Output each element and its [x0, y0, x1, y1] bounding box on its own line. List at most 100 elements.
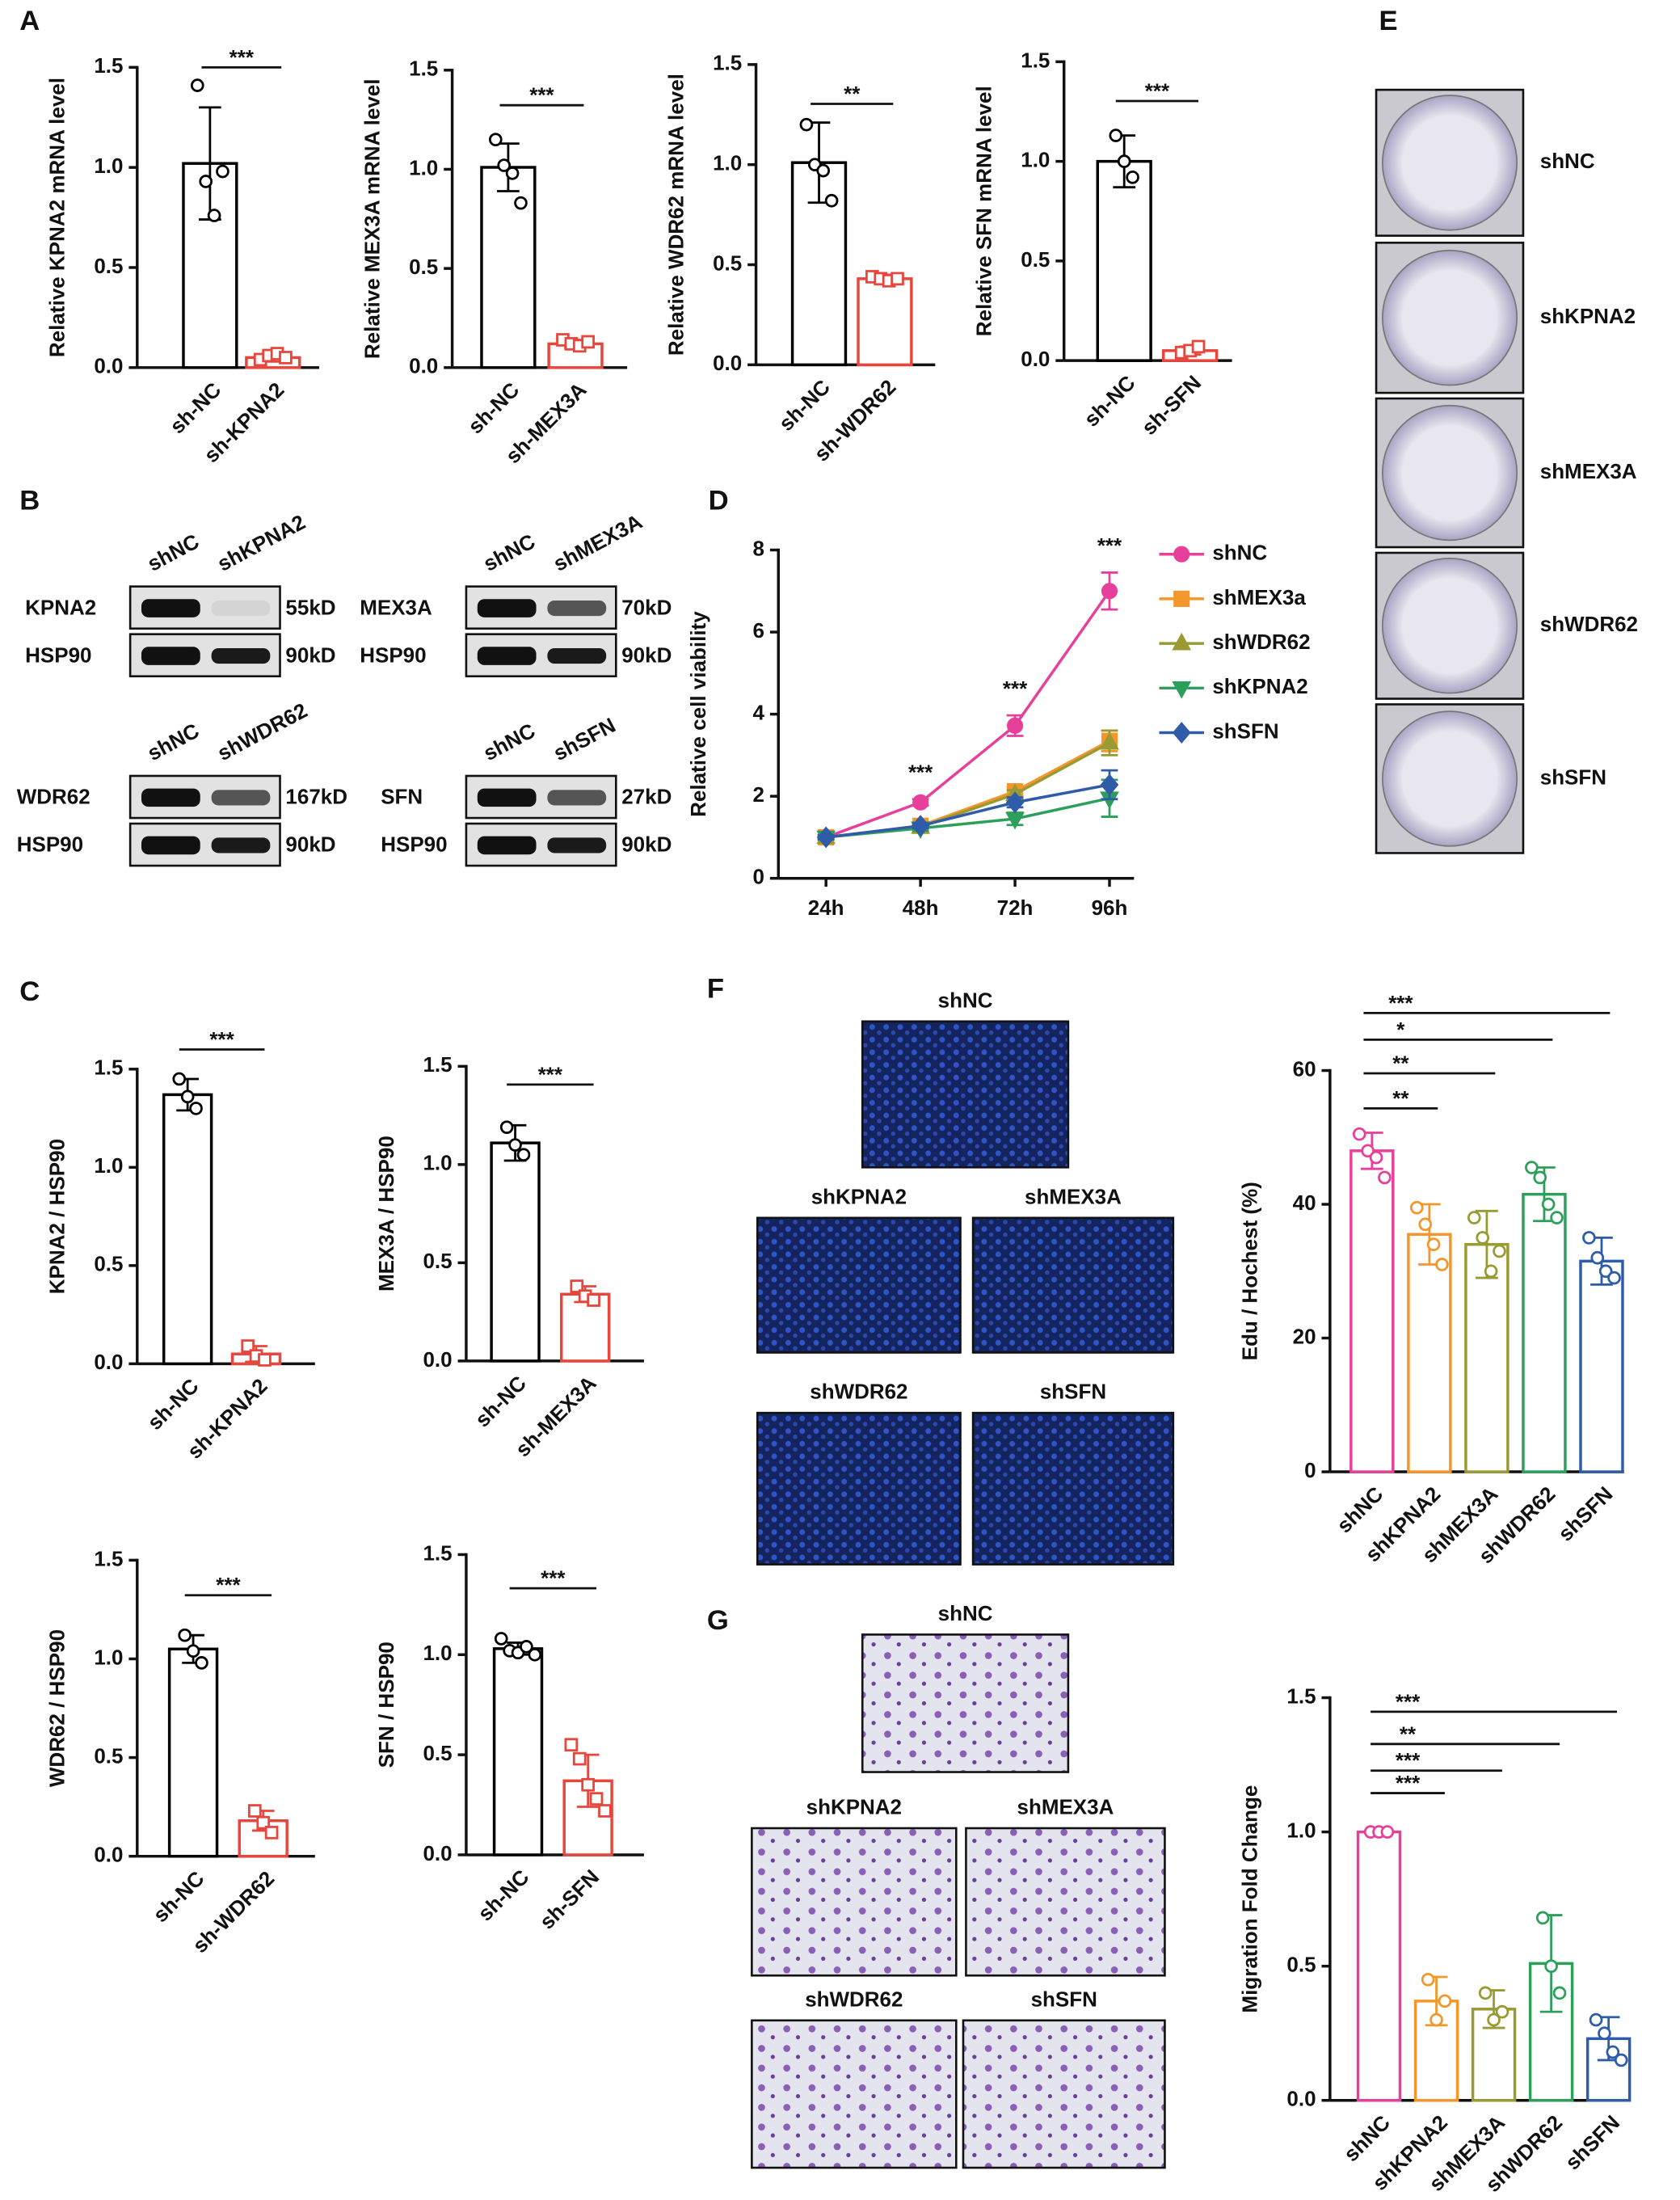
panel-label: G [707, 1605, 729, 1636]
y-tick-label: 0.5 [713, 251, 742, 275]
y-axis-label: Relative SFN mRNA level [972, 86, 996, 336]
data-point [1487, 2012, 1501, 2027]
blot-row-label: MEX3A [360, 595, 432, 619]
colony-label: shMEX3A [1540, 459, 1637, 483]
blot-row-label: HSP90 [25, 643, 91, 667]
x-tick-label: 72h [997, 896, 1034, 920]
data-point [1533, 1170, 1547, 1185]
y-tick-label: 1.5 [1021, 48, 1050, 72]
significance-label: * [1396, 1018, 1405, 1042]
data-point [1421, 1972, 1435, 1987]
blot-size-label: 90kD [285, 832, 335, 857]
y-tick-label: 0.0 [1286, 2087, 1316, 2111]
bar [1096, 159, 1152, 362]
data-point [1007, 717, 1024, 734]
micrograph [751, 2019, 958, 2169]
bar [1464, 1242, 1509, 1473]
y-axis-label: Relative cell viability [686, 611, 710, 817]
y-tick-label: 0 [1304, 1458, 1316, 1482]
data-point [912, 794, 929, 811]
y-tick-label: 1.0 [423, 1641, 452, 1665]
well [1381, 558, 1518, 694]
band [141, 788, 200, 807]
image-label: shSFN [1031, 1987, 1097, 2011]
micrograph [962, 2019, 1166, 2169]
band [547, 790, 607, 806]
y-tick-label: 1.0 [94, 1645, 123, 1669]
bar [492, 1647, 544, 1857]
panel-label: B [19, 486, 40, 516]
data-point [195, 1656, 208, 1670]
data-point [1493, 1244, 1506, 1258]
lane-label: shNC [143, 719, 203, 766]
data-point [1418, 1217, 1433, 1232]
blot-size-label: 167kD [285, 785, 347, 809]
y-tick-label: 0.0 [94, 1350, 123, 1374]
blot-row-label: HSP90 [17, 832, 83, 857]
data-point [1582, 1231, 1596, 1245]
band [477, 836, 537, 855]
y-tick-label: 1.5 [409, 57, 438, 81]
data-point [1352, 1127, 1366, 1141]
data-point [256, 1815, 271, 1830]
significance-label: ** [1400, 1722, 1417, 1746]
micrograph [861, 1020, 1070, 1169]
data-point [816, 826, 836, 849]
data-point [581, 1777, 595, 1792]
y-tick-label: 1.0 [409, 155, 438, 179]
image-label: shWDR62 [810, 1380, 907, 1404]
data-point [528, 1647, 542, 1662]
panel-label: A [19, 6, 40, 36]
significance-label: *** [1396, 1748, 1421, 1772]
significance-label: *** [1396, 1689, 1421, 1713]
lane-label: shMEX3A [549, 509, 646, 576]
data-point [1380, 1825, 1395, 1839]
y-tick-label: 60 [1293, 1056, 1316, 1081]
data-point [1435, 1258, 1449, 1271]
x-tick-label: sh-SFN [535, 1865, 604, 1934]
bar [480, 166, 537, 369]
significance-label: *** [529, 83, 554, 107]
blot-row-label: KPNA2 [25, 595, 96, 619]
data-point [1478, 1986, 1493, 2000]
data-point [216, 164, 229, 179]
legend-label: shSFN [1212, 719, 1278, 743]
well [1381, 250, 1518, 386]
y-tick-label: 0.0 [423, 1841, 452, 1865]
data-point [186, 1644, 200, 1658]
data-point [1495, 2004, 1509, 2019]
y-tick-label: 2 [752, 782, 764, 807]
blot-row-label: HSP90 [381, 832, 447, 857]
data-point [178, 1628, 192, 1642]
y-tick-label: 0.5 [409, 255, 438, 279]
y-tick-label: 0 [752, 865, 764, 889]
blot-size-label: 90kD [285, 643, 335, 667]
image-label: shKPNA2 [811, 1184, 907, 1208]
lane-label: shNC [143, 529, 203, 576]
blot-size-label: 55kD [285, 595, 335, 619]
bar [167, 1647, 219, 1858]
blot-row-label: SFN [381, 785, 423, 809]
data-point [891, 272, 904, 286]
data-point [1606, 2045, 1620, 2059]
image-label: shSFN [1040, 1380, 1106, 1404]
significance-label: *** [216, 1573, 241, 1597]
bar [857, 277, 913, 367]
panel-label: E [1379, 6, 1398, 36]
bar [1349, 1149, 1395, 1473]
lane-label: shWDR62 [213, 698, 311, 766]
y-tick-label: 1.0 [94, 154, 123, 178]
y-tick-label: 8 [752, 536, 764, 560]
x-tick-label: sh-NC [148, 1866, 208, 1928]
y-tick-label: 1.0 [1286, 1818, 1316, 1842]
band [211, 648, 271, 664]
x-tick-label: sh-NC [473, 1865, 533, 1926]
micrograph [971, 1411, 1175, 1566]
y-tick-label: 1.5 [423, 1052, 452, 1077]
x-tick-label: shSFN [1560, 2110, 1624, 2175]
image-label: shKPNA2 [806, 1795, 902, 1819]
data-point [1101, 583, 1118, 600]
image-label: shNC [938, 1601, 993, 1625]
y-axis-label: Migration Fold Change [1238, 1785, 1262, 2013]
data-point [1550, 1211, 1564, 1224]
